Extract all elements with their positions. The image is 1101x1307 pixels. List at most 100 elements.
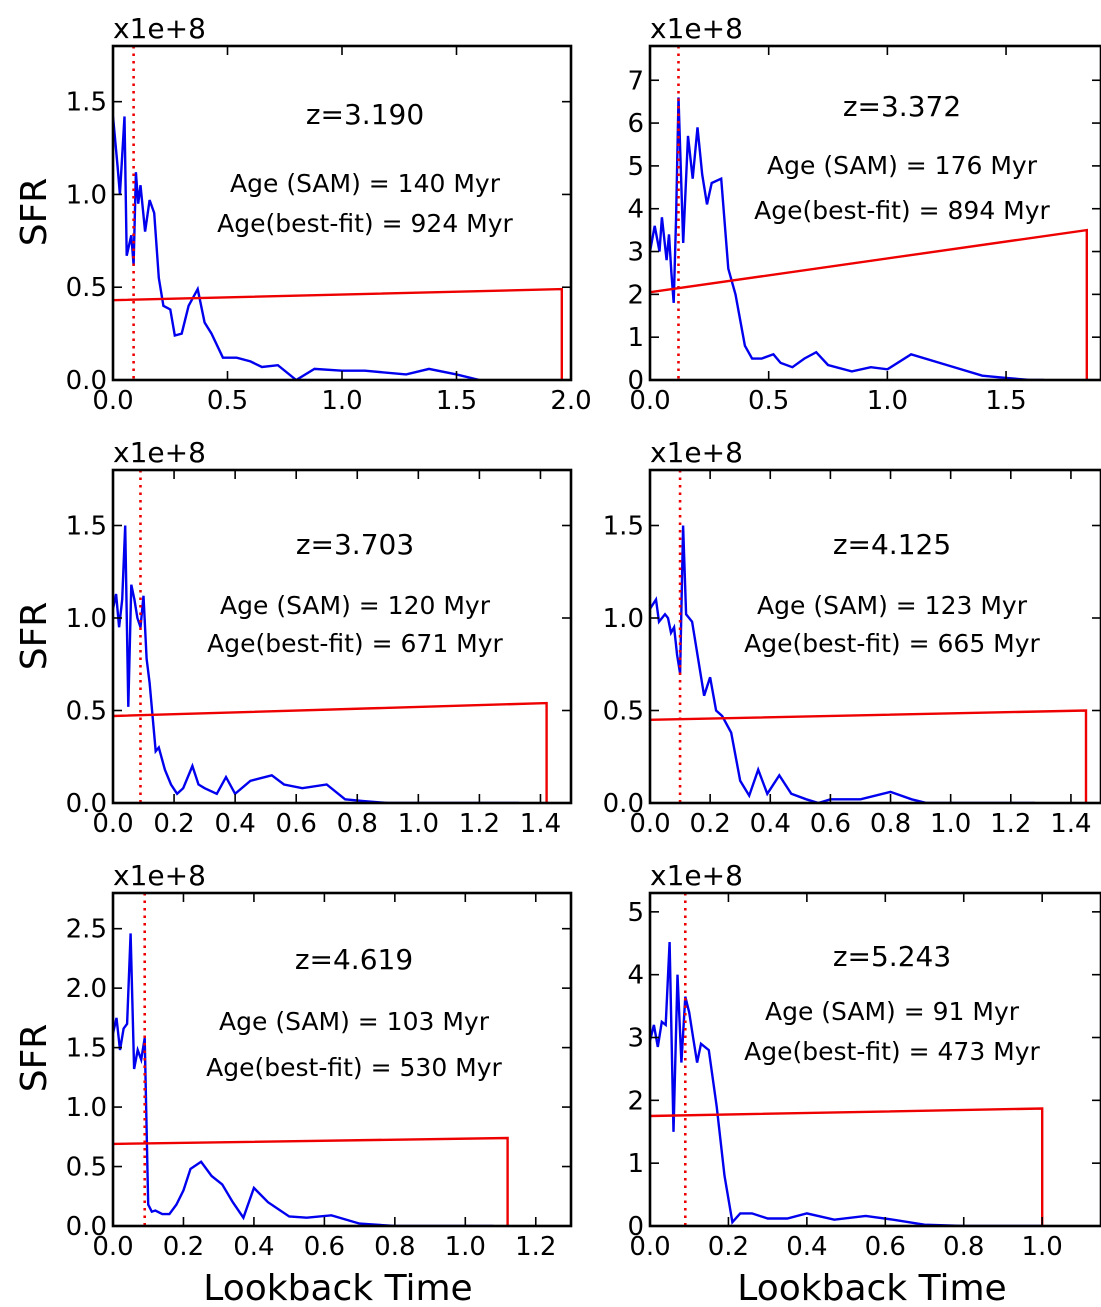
x-tick-label: 0.2 <box>689 809 730 839</box>
best-fit-sfh-line <box>650 709 1088 803</box>
y-tick-label: 3 <box>627 238 644 268</box>
age-sam-label: Age (SAM) = 120 Myr <box>220 591 491 620</box>
sam-sfh-line <box>113 116 480 380</box>
x-tick-label: 0.4 <box>233 1232 274 1262</box>
sam-sfh-line <box>650 941 1043 1226</box>
x-tick-label: 1.4 <box>520 809 561 839</box>
x-tick-label: 0.0 <box>629 386 670 416</box>
x-tick-label: 1.5 <box>436 386 477 416</box>
age-sam-label: Age (SAM) = 103 Myr <box>219 1007 490 1036</box>
redshift-label: z=4.125 <box>833 528 951 561</box>
y-tick-label: 0.0 <box>66 366 107 396</box>
x-tick-label: 0.4 <box>786 1232 827 1262</box>
sam-sfh-line <box>650 525 1035 803</box>
x-tick-label: 0.8 <box>870 809 911 839</box>
y-tick-label: 1.0 <box>603 604 644 634</box>
y-tick-label: 1.0 <box>66 1093 107 1123</box>
y-scale-label: x1e+8 <box>113 859 206 892</box>
panel-5: 0.0 0.2 0.4 0.6 0.8 1.0 1.2 0.0 0.5 1.0 1.5 2.0 2.5x… <box>66 859 573 1262</box>
redshift-label: z=3.190 <box>306 98 424 131</box>
y-tick-label: 1.5 <box>66 512 107 542</box>
y-tick-label: 0 <box>627 366 644 396</box>
x-tick-label: 0.8 <box>337 809 378 839</box>
axes-frame <box>111 468 573 805</box>
y-tick-label: 1.5 <box>66 88 107 118</box>
x-tick-label: 0.0 <box>629 809 670 839</box>
x-axis-label-left: Lookback Time <box>203 1268 472 1307</box>
x-tick-label: 2.0 <box>550 386 591 416</box>
y-tick-label: 0.0 <box>66 1212 107 1242</box>
axes-frame <box>648 891 1101 1228</box>
y-tick-label: 1.0 <box>66 180 107 210</box>
x-tick-label: 0.0 <box>92 1232 133 1262</box>
y-tick-label: 2.0 <box>66 974 107 1004</box>
y-axis-label-row-2: SFR <box>14 602 55 671</box>
x-tick-label: 1.0 <box>321 386 362 416</box>
redshift-label: z=5.243 <box>833 940 951 973</box>
x-tick-label: 1.0 <box>445 1232 486 1262</box>
age-best-fit-label: Age(best-fit) = 530 Myr <box>206 1053 502 1082</box>
x-tick-label: 1.2 <box>515 1232 556 1262</box>
x-tick-label: 0.0 <box>92 809 133 839</box>
x-tick-label: 0.0 <box>92 386 133 416</box>
y-tick-label: 1.0 <box>66 604 107 634</box>
x-tick-label: 0.5 <box>207 386 248 416</box>
x-tick-label: 1.0 <box>930 809 971 839</box>
x-tick-label: 0.5 <box>748 386 789 416</box>
x-axis-label-right: Lookback Time <box>737 1268 1006 1307</box>
y-tick-label: 4 <box>627 961 644 991</box>
x-tick-label: 1.0 <box>867 386 908 416</box>
x-tick-label: 0.6 <box>865 1232 906 1262</box>
y-axis-label-row-1: SFR <box>14 178 55 247</box>
y-tick-label: 4 <box>627 195 644 225</box>
y-tick-label: 1 <box>627 323 644 353</box>
x-tick-label: 0.2 <box>153 809 194 839</box>
sam-sfh-line <box>113 933 494 1226</box>
age-sam-label: Age (SAM) = 123 Myr <box>757 591 1028 620</box>
age-sam-label: Age (SAM) = 140 Myr <box>230 169 501 198</box>
y-tick-label: 1.5 <box>603 512 644 542</box>
best-fit-sfh-line <box>113 1136 509 1226</box>
best-fit-sfh-line <box>650 1107 1044 1226</box>
x-tick-label: 0.8 <box>943 1232 984 1262</box>
x-tick-label: 0.6 <box>810 809 851 839</box>
y-tick-label: 0.5 <box>66 1153 107 1183</box>
y-scale-label: x1e+8 <box>113 12 206 45</box>
age-best-fit-label: Age(best-fit) = 665 Myr <box>744 629 1040 658</box>
age-sam-label: Age (SAM) = 91 Myr <box>765 997 1020 1026</box>
x-tick-label: 0.0 <box>629 1232 670 1262</box>
y-tick-label: 0.5 <box>66 697 107 727</box>
y-tick-label: 2 <box>627 280 644 310</box>
y-scale-label: x1e+8 <box>650 859 743 892</box>
x-tick-label: 1.4 <box>1050 809 1091 839</box>
y-tick-label: 1 <box>627 1149 644 1179</box>
x-tick-label: 1.0 <box>398 809 439 839</box>
axes-frame <box>648 44 1101 382</box>
y-tick-label: 0 <box>627 1212 644 1242</box>
sam-sfh-line <box>650 97 1044 380</box>
x-tick-label: 0.6 <box>304 1232 345 1262</box>
y-tick-label: 0.5 <box>66 273 107 303</box>
x-tick-label: 0.2 <box>163 1232 204 1262</box>
x-tick-label: 0.4 <box>750 809 791 839</box>
y-scale-label: x1e+8 <box>650 12 743 45</box>
x-tick-label: 0.2 <box>708 1232 749 1262</box>
y-tick-label: 0.0 <box>603 789 644 819</box>
y-tick-label: 1.5 <box>66 1034 107 1064</box>
x-tick-label: 1.5 <box>985 386 1026 416</box>
y-tick-label: 6 <box>627 109 644 139</box>
y-tick-label: 5 <box>627 152 644 182</box>
y-tick-label: 7 <box>627 66 644 96</box>
x-tick-label: 1.2 <box>459 809 500 839</box>
sam-sfh-line <box>113 525 520 803</box>
y-tick-label: 2.5 <box>66 915 107 945</box>
redshift-label: z=3.703 <box>296 528 414 561</box>
y-tick-label: 5 <box>627 898 644 928</box>
y-scale-label: x1e+8 <box>113 436 206 469</box>
y-axis-label-row-3: SFR <box>14 1024 55 1093</box>
best-fit-sfh-line <box>113 701 548 803</box>
x-tick-label: 1.2 <box>990 809 1031 839</box>
